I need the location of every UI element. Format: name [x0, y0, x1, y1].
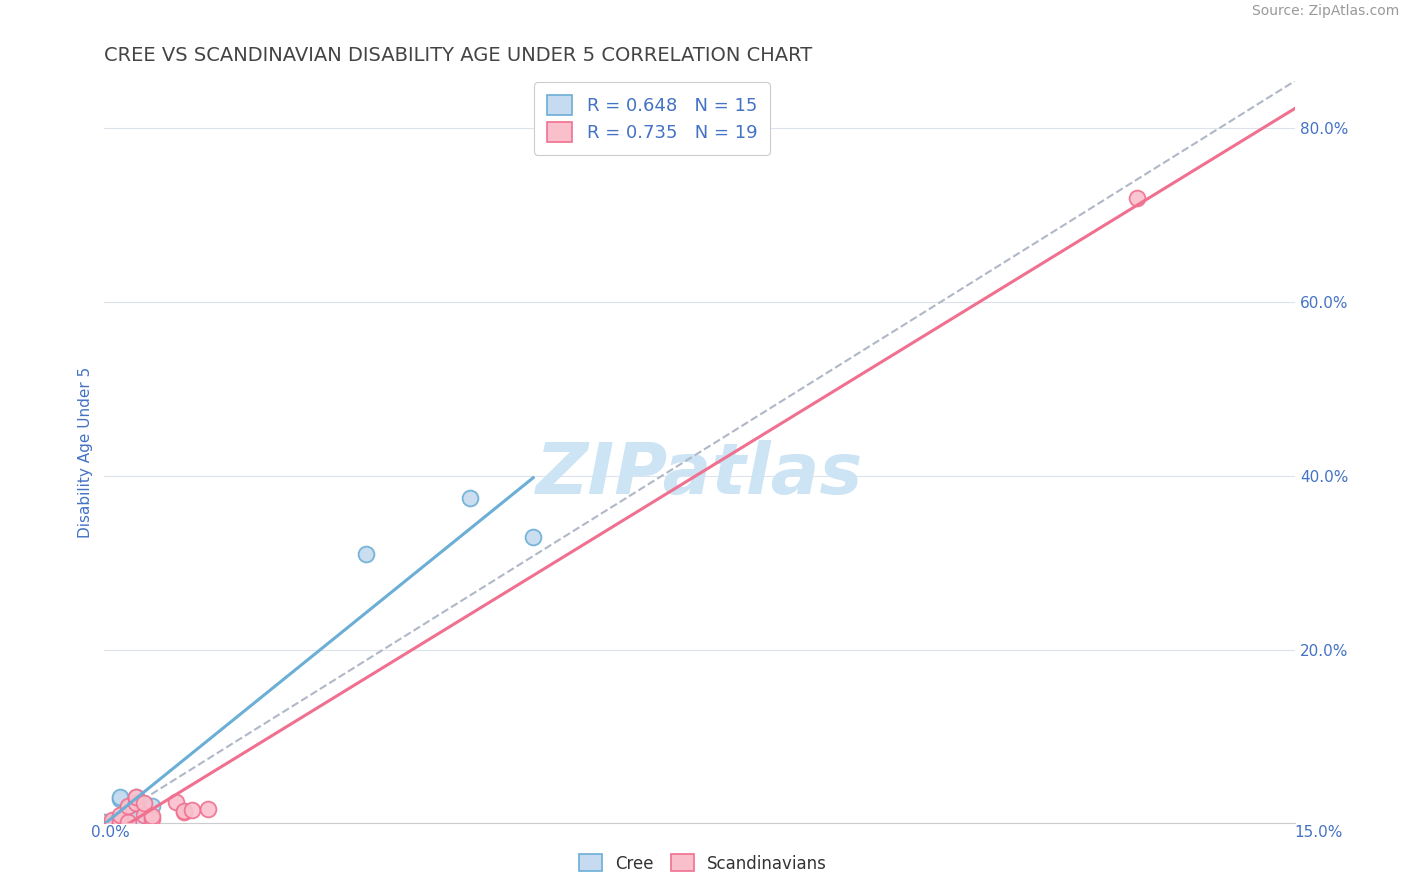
- Point: [110, 792, 132, 806]
- Point: [173, 805, 195, 820]
- Text: ZIPatlas: ZIPatlas: [536, 440, 863, 508]
- Legend: Cree, Scandinavians: Cree, Scandinavians: [572, 847, 834, 880]
- Point: [125, 812, 148, 826]
- Point: [117, 801, 139, 815]
- Point: [173, 805, 195, 819]
- Point: [101, 816, 124, 830]
- Point: [180, 804, 202, 818]
- Point: [93, 815, 115, 830]
- Point: [132, 797, 155, 811]
- Point: [522, 530, 544, 544]
- Point: [93, 814, 115, 829]
- Legend: R = 0.648   N = 15, R = 0.735   N = 19: R = 0.648 N = 15, R = 0.735 N = 19: [534, 82, 770, 154]
- Text: 15.0%: 15.0%: [1295, 825, 1343, 840]
- Point: [101, 816, 124, 830]
- Point: [125, 796, 148, 810]
- Point: [93, 815, 115, 830]
- Point: [132, 807, 155, 822]
- Point: [356, 547, 378, 561]
- Text: CREE VS SCANDINAVIAN DISABILITY AGE UNDER 5 CORRELATION CHART: CREE VS SCANDINAVIAN DISABILITY AGE UNDE…: [104, 46, 813, 65]
- Point: [117, 799, 139, 814]
- Point: [110, 814, 132, 828]
- Point: [197, 802, 219, 816]
- Point: [141, 808, 163, 822]
- Point: [117, 814, 139, 829]
- Point: [125, 790, 148, 805]
- Point: [101, 816, 124, 830]
- Point: [141, 799, 163, 814]
- Point: [165, 795, 187, 809]
- Point: [125, 790, 148, 805]
- Point: [141, 812, 163, 826]
- Point: [458, 491, 481, 505]
- Text: 0.0%: 0.0%: [91, 825, 131, 840]
- Point: [1125, 191, 1147, 205]
- Text: Source: ZipAtlas.com: Source: ZipAtlas.com: [1251, 4, 1399, 19]
- Point: [110, 807, 132, 822]
- Point: [110, 790, 132, 805]
- Point: [101, 816, 124, 830]
- Point: [110, 815, 132, 830]
- Y-axis label: Disability Age Under 5: Disability Age Under 5: [79, 367, 93, 538]
- Point: [101, 813, 124, 827]
